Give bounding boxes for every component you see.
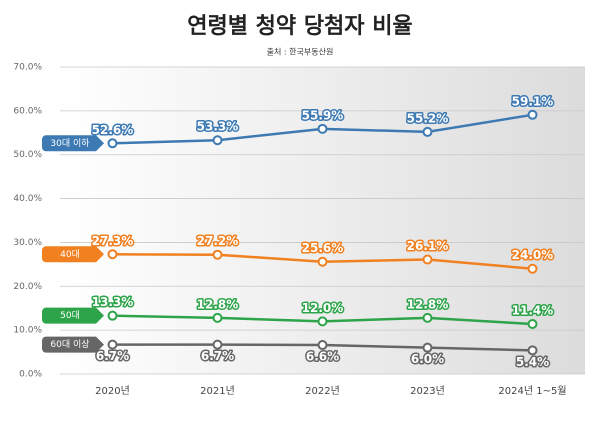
x-tick-label: 2022년 [305, 385, 340, 397]
value-label: 25.6% [302, 241, 344, 255]
y-tick-label: 70.0% [13, 63, 42, 73]
data-point [107, 138, 118, 149]
legend-badge [42, 246, 104, 263]
value-label: 12.8% [407, 297, 449, 311]
y-tick-label: 10.0% [13, 326, 42, 336]
y-tick-label: 0.0% [19, 370, 42, 380]
data-point [527, 345, 538, 356]
data-point [107, 310, 118, 321]
x-tick-label: 2020년 [95, 385, 130, 397]
data-point [317, 123, 328, 134]
y-tick-label: 30.0% [13, 238, 42, 248]
data-point [107, 249, 118, 260]
data-point [422, 312, 433, 323]
y-tick-label: 50.0% [13, 150, 42, 160]
legend-badge [42, 307, 104, 324]
data-point [107, 339, 118, 350]
legend-label: 60대 이상 [50, 339, 89, 350]
data-point [212, 135, 223, 146]
value-label: 24.0% [512, 248, 554, 262]
value-label: 6.7% [201, 349, 234, 363]
value-label: 26.1% [407, 239, 449, 253]
y-tick-label: 20.0% [13, 282, 42, 292]
data-point [527, 109, 538, 120]
value-label: 27.3% [92, 234, 134, 248]
y-tick-label: 40.0% [13, 194, 42, 204]
legend-label: 40대 [60, 249, 80, 260]
data-point [212, 312, 223, 323]
value-label: 27.2% [197, 234, 239, 248]
value-label: 6.0% [411, 352, 444, 366]
value-label: 12.8% [197, 297, 239, 311]
y-tick-label: 60.0% [13, 106, 42, 116]
chart-title: 연령별 청약 당첨자 비율 [187, 14, 412, 39]
value-label: 59.1% [512, 94, 554, 108]
data-point [422, 254, 433, 265]
data-point [212, 339, 223, 350]
value-label: 5.4% [516, 355, 549, 369]
value-label: 53.3% [197, 120, 239, 134]
value-label: 55.2% [407, 111, 449, 125]
data-point [422, 126, 433, 137]
x-tick-label: 2021년 [200, 385, 235, 397]
legend-badge [42, 135, 104, 152]
data-point [317, 256, 328, 267]
legend-badge [42, 336, 104, 353]
chart-subtitle: 출처 : 한국부동산원 [267, 47, 334, 57]
value-label: 13.3% [92, 295, 134, 309]
data-point [527, 319, 538, 330]
data-point [317, 340, 328, 351]
x-tick-label: 2023년 [410, 385, 445, 397]
value-label: 6.6% [306, 350, 339, 364]
value-label: 6.7% [96, 349, 129, 363]
data-point [212, 249, 223, 260]
value-label: 12.0% [302, 301, 344, 315]
legend-label: 50대 [60, 310, 80, 321]
x-tick-label: 2024년 1~5월 [498, 385, 566, 397]
value-label: 55.9% [302, 108, 344, 122]
data-point [317, 316, 328, 327]
value-label: 52.6% [92, 123, 134, 137]
value-label: 11.4% [512, 304, 554, 318]
data-point [422, 342, 433, 353]
legend-label: 30대 이하 [50, 138, 90, 149]
data-point [527, 263, 538, 274]
